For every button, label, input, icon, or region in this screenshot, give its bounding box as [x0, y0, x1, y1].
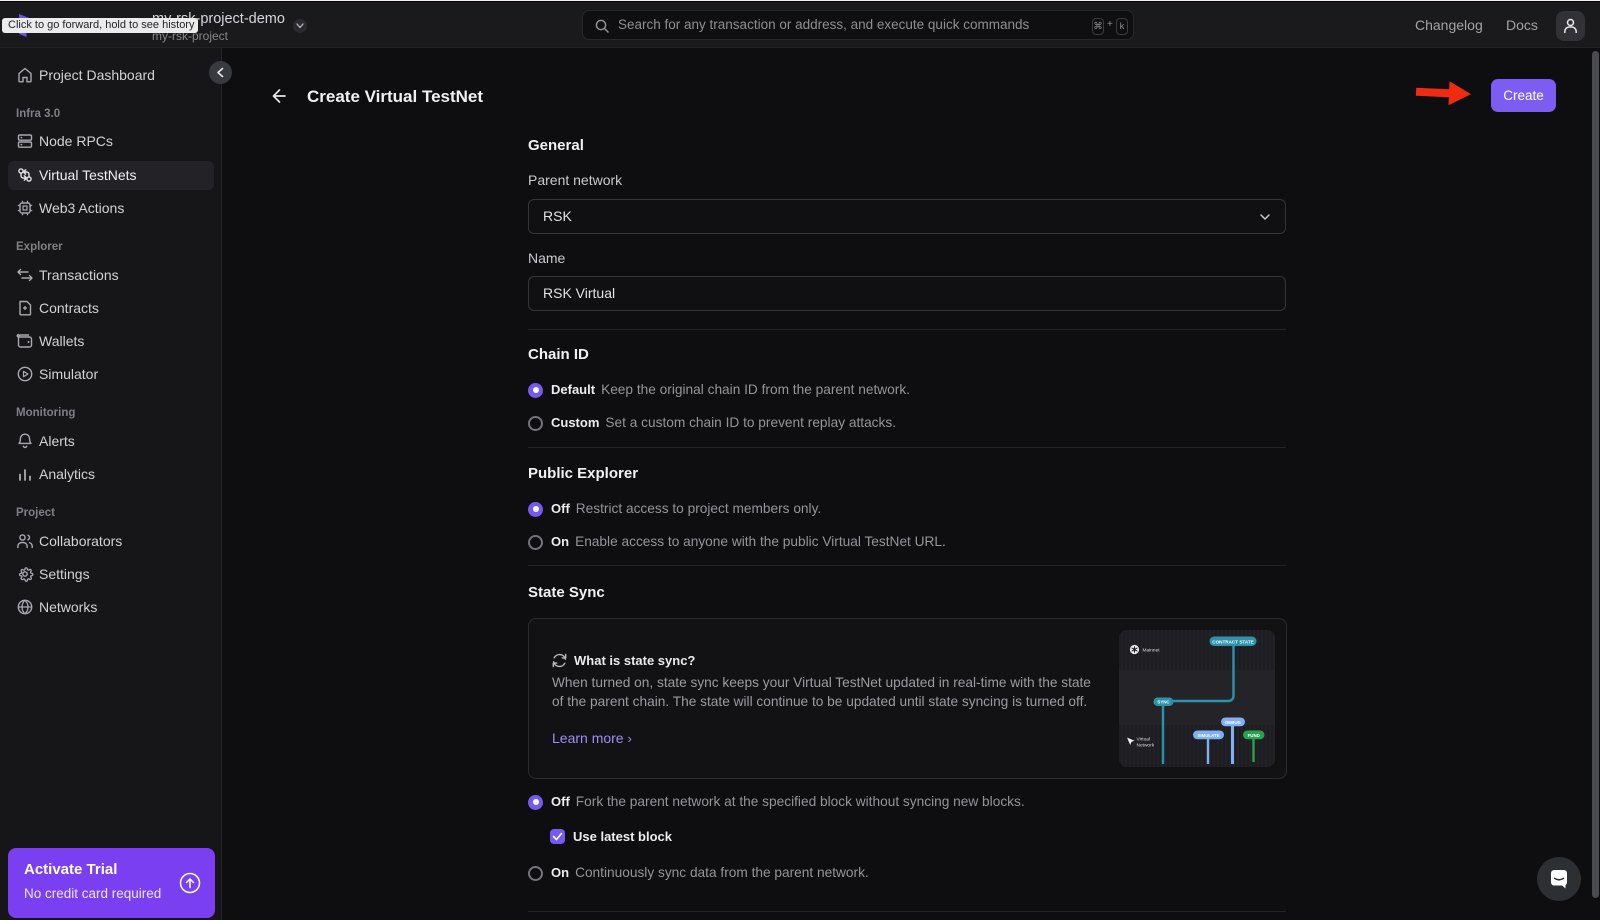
svg-text:SYNC: SYNC	[1157, 700, 1170, 705]
svg-text:FUND: FUND	[1248, 733, 1260, 738]
svg-text:SIMULATE: SIMULATE	[1197, 733, 1219, 738]
svg-text:Virtual: Virtual	[1137, 737, 1151, 743]
svg-text:Network: Network	[1137, 743, 1155, 749]
svg-text:Mainnet: Mainnet	[1143, 647, 1161, 653]
svg-text:CONTRACT STATE: CONTRACT STATE	[1212, 639, 1253, 644]
svg-text:DEBUG: DEBUG	[1225, 720, 1241, 725]
